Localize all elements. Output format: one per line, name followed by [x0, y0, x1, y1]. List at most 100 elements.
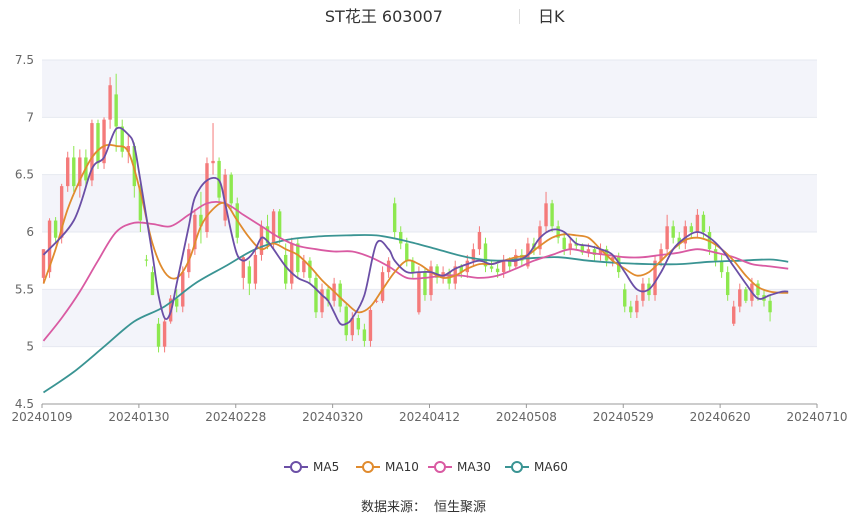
candle: [380, 266, 385, 304]
candle-body: [126, 146, 130, 152]
candle: [144, 254, 149, 267]
candle-body: [744, 289, 748, 301]
candle: [429, 260, 433, 301]
candle-body: [677, 237, 681, 244]
candle: [362, 323, 367, 347]
candle: [150, 266, 155, 296]
candle: [53, 217, 58, 244]
y-tick-label: 6: [26, 225, 34, 239]
candle: [114, 73, 118, 152]
candle: [683, 220, 687, 250]
candle-body: [701, 214, 706, 232]
candle-body: [374, 300, 379, 302]
candle-body: [114, 94, 118, 127]
candle: [265, 214, 270, 250]
candle-body: [108, 85, 112, 120]
candle: [108, 77, 112, 129]
candle-body: [683, 226, 687, 244]
candle-body: [435, 266, 439, 278]
candle: [66, 151, 70, 192]
ma10-line: [42, 144, 789, 314]
legend-marker: [434, 461, 446, 473]
candle: [568, 237, 572, 255]
candle-body: [72, 157, 76, 187]
candle-body: [756, 283, 760, 296]
y-tick-label: 7.5: [15, 53, 34, 67]
candle-body: [671, 226, 675, 238]
period-label: 日K: [538, 7, 565, 26]
y-tick-label: 6.5: [15, 168, 34, 182]
x-tick-label: 20240228: [205, 410, 266, 424]
title-separator: [519, 9, 520, 24]
candle-body: [59, 186, 64, 238]
candle-body: [150, 272, 155, 296]
candle-body: [556, 226, 560, 238]
candle-body: [296, 243, 300, 273]
x-tick-label: 20240320: [302, 410, 363, 424]
candle: [175, 289, 179, 313]
legend-label: MA60: [534, 460, 568, 474]
x-axis: 20240109 20240130 20240228 20240320 20240412…: [11, 403, 848, 424]
legend-item-ma60: MA60: [505, 460, 568, 474]
legend-item-ma5: MA5: [284, 460, 339, 474]
candle-body: [47, 220, 52, 273]
candle-body: [623, 289, 627, 307]
candle-body: [380, 272, 385, 301]
source-group: 数据来源： 恒生聚源: [361, 500, 486, 515]
candle-body: [259, 226, 264, 255]
candle-body: [102, 119, 106, 164]
candle-body: [356, 318, 361, 330]
candle-body: [653, 260, 657, 296]
candle-body: [477, 232, 482, 250]
candle: [489, 260, 494, 273]
candle: [550, 199, 554, 232]
candle: [338, 280, 342, 313]
candle-body: [471, 249, 476, 261]
candle-body: [314, 277, 318, 313]
candle-body: [586, 249, 591, 253]
candle-body: [495, 268, 500, 273]
candle: [768, 295, 772, 322]
candle: [423, 268, 427, 301]
candle: [120, 119, 124, 158]
candle: [744, 287, 748, 304]
candle-body: [271, 211, 276, 244]
candle: [653, 254, 657, 301]
candle-body: [483, 243, 488, 267]
candle-body: [211, 160, 215, 164]
candle: [72, 146, 76, 192]
candle: [598, 243, 603, 261]
candle: [90, 119, 94, 187]
candle: [302, 254, 306, 278]
candle-body: [732, 306, 736, 324]
x-tick-label: 20240620: [690, 410, 751, 424]
candle-body: [610, 257, 615, 261]
y-tick-label: 5: [26, 340, 34, 354]
candle-body: [53, 220, 58, 238]
candle: [193, 209, 197, 255]
candle: [756, 280, 760, 301]
candle: [229, 172, 233, 210]
candle-body: [156, 323, 161, 347]
ma30-line: [42, 200, 789, 342]
candle-body: [713, 249, 718, 261]
candle-body: [199, 214, 203, 227]
legend-item-ma30: MA30: [428, 460, 491, 474]
x-tick-label: 20240412: [399, 410, 460, 424]
candle-body: [344, 306, 348, 336]
candle-body: [66, 157, 70, 187]
candle-body: [283, 254, 288, 284]
candle-body: [405, 243, 409, 261]
candle: [78, 149, 82, 198]
legend-label: MA10: [385, 460, 419, 474]
candle: [477, 226, 482, 255]
candle-body: [290, 243, 294, 284]
candle-body: [138, 186, 143, 221]
candle-body: [223, 174, 227, 221]
candle-body: [175, 298, 179, 307]
candle: [308, 257, 312, 284]
candle: [126, 134, 130, 164]
x-tick-label: 20240710: [786, 410, 847, 424]
candle: [296, 237, 300, 278]
candle-body: [277, 211, 282, 238]
